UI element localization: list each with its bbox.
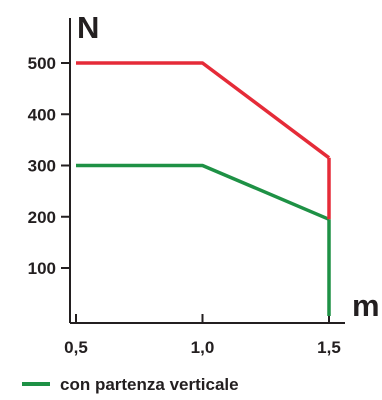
y-tick-label: 200: [28, 208, 56, 227]
x-ticks: 0,5 1,0 1,5: [64, 314, 341, 357]
legend-label: con partenza verticale: [60, 375, 239, 394]
y-tick-label: 100: [28, 259, 56, 278]
x-tick-label: 0,5: [64, 338, 88, 357]
y-axis-label: N: [77, 10, 99, 45]
y-tick-label: 400: [28, 105, 56, 124]
x-tick-label: 1,5: [317, 338, 341, 357]
series-lines: [76, 61, 331, 316]
y-tick-label: 500: [28, 54, 56, 73]
y-tick-label: 300: [28, 157, 56, 176]
x-tick-label: 1,0: [191, 338, 215, 357]
series-line-red: [76, 61, 331, 160]
series-line-green: [76, 163, 330, 221]
x-axis-label: m: [352, 288, 380, 323]
legend: con partenza verticale: [22, 375, 239, 394]
y-ticks: 100 200 300 400 500: [28, 54, 70, 278]
